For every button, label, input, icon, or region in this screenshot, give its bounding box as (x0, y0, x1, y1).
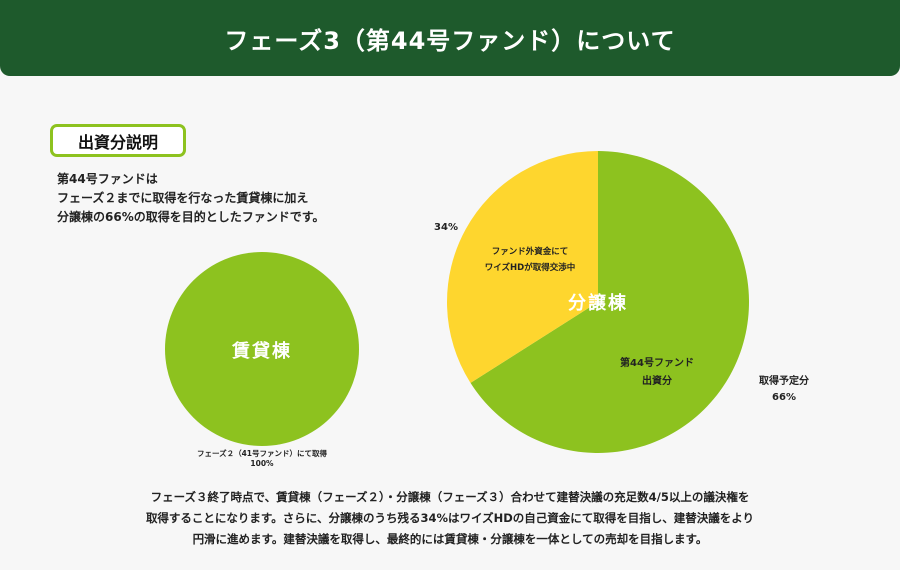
slice-label-wise-line1: ファンド外資金にて (492, 246, 569, 257)
outer-label-34-percent: 34% (434, 222, 458, 233)
chart-rental: 賃貸棟 フェーズ２（41号ファンド）にて取得 100% (165, 252, 359, 468)
pie-title-rental: 賃貸棟 (231, 340, 292, 362)
pie-slice-rental-100 (165, 252, 359, 446)
pie-slice-fund44-66 (470, 151, 750, 453)
pie-slice-percent-rental: 100% (250, 459, 274, 468)
footer-line: フェーズ３終了時点で、賃貸棟（フェーズ２）・分譲棟（フェーズ３）合わせて建替決議… (150, 490, 750, 504)
slice-label-wise-line2: ワイズHDが取得交渉中 (485, 262, 575, 273)
pie-slice-label-rental: フェーズ２（41号ファンド）にて取得 (197, 448, 328, 458)
pie-title-condo: 分譲棟 (568, 292, 628, 314)
slice-label-fund44-line1: 第44号ファンド (620, 356, 694, 369)
page-title: フェーズ3（第44号ファンド）について (224, 26, 676, 55)
footer-line: 取得することになります。さらに、分譲棟のうち残る34%はワイズHDの自己資金にて… (145, 511, 755, 525)
chart-condo: 分譲棟 第44号ファンド 出資分 ファンド外資金にて ワイズHDが取得交渉中 取… (434, 151, 809, 453)
footer-text: フェーズ３終了時点で、賃貸棟（フェーズ２）・分譲棟（フェーズ３）合わせて建替決議… (60, 487, 840, 550)
intro-line: フェーズ２までに取得を行なった賃貸棟に加え (57, 191, 309, 205)
section-badge: 出資分説明 (50, 124, 186, 157)
outer-label-66-percent: 66% (772, 392, 796, 403)
footer-line: 円滑に進めます。建替決議を取得し、最終的には賃貸棟・分譲棟を一体としての売却を目… (192, 532, 708, 546)
slice-label-fund44-line2: 出資分 (642, 374, 672, 387)
header-bar: フェーズ3（第44号ファンド）について (0, 0, 900, 76)
outer-label-acquire-planned: 取得予定分 (759, 374, 809, 387)
intro-line: 分譲棟の66%の取得を目的としたファンドです。 (57, 210, 325, 224)
intro-line: 第44号ファンドは (57, 172, 158, 186)
intro-text: 第44号ファンドは フェーズ２までに取得を行なった賃貸棟に加え 分譲棟の66%の… (57, 170, 377, 227)
pie-slice-wise-hd-34 (447, 151, 598, 383)
